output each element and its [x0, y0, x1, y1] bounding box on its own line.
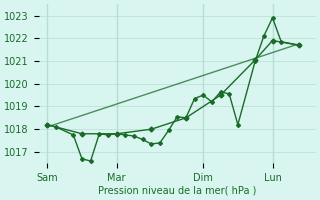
X-axis label: Pression niveau de la mer( hPa ): Pression niveau de la mer( hPa ): [98, 186, 256, 196]
